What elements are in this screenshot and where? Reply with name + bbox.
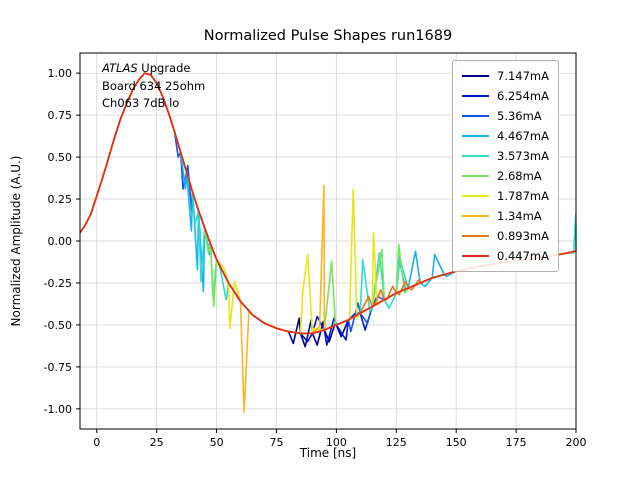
y-tick-label: -0.75 xyxy=(44,361,72,374)
y-tick-label: -0.50 xyxy=(44,319,72,332)
legend-label: 7.147mA xyxy=(497,69,549,83)
x-tick-label: 125 xyxy=(386,436,407,449)
legend-swatch xyxy=(462,155,489,157)
legend-swatch xyxy=(462,215,489,217)
legend-item: 7.147mA xyxy=(462,66,549,86)
legend-label: 4.467mA xyxy=(497,129,549,143)
legend-item: 6.254mA xyxy=(462,86,549,106)
legend-swatch xyxy=(462,95,489,97)
x-tick-label: 175 xyxy=(506,436,527,449)
legend-item: 1.787mA xyxy=(462,186,549,206)
legend-label: 2.68mA xyxy=(497,169,542,183)
legend-label: 3.573mA xyxy=(497,149,549,163)
annotation-line-3: Ch063 7dB lo xyxy=(102,96,180,110)
annotation-atlas: ATLAS xyxy=(102,61,138,75)
x-axis-label: Time [ns] xyxy=(299,446,357,460)
y-tick-label: 0.00 xyxy=(48,235,73,248)
y-tick-label: -1.00 xyxy=(44,403,72,416)
y-tick-label: 0.50 xyxy=(48,151,73,164)
legend-label: 0.893mA xyxy=(497,229,549,243)
legend-swatch xyxy=(462,115,489,117)
legend-swatch xyxy=(462,195,489,197)
y-tick-label: 0.25 xyxy=(48,193,73,206)
legend-swatch xyxy=(462,135,489,137)
y-tick-label: 1.00 xyxy=(48,67,73,80)
legend-swatch xyxy=(462,75,489,77)
legend-label: 6.254mA xyxy=(497,89,549,103)
y-axis-label: Normalized Amplitude (A.U.) xyxy=(9,155,23,327)
x-tick-label: 25 xyxy=(150,436,164,449)
annotation-upgrade: Upgrade xyxy=(137,61,191,75)
legend-item: 1.34mA xyxy=(462,206,549,226)
legend-item: 0.893mA xyxy=(462,226,549,246)
legend-item: 3.573mA xyxy=(462,146,549,166)
legend-item: 4.467mA xyxy=(462,126,549,146)
legend-item: 2.68mA xyxy=(462,166,549,186)
legend: 7.147mA 6.254mA 5.36mA 4.467mA 3.573mA 2.68mA… xyxy=(452,60,559,272)
x-tick-label: 100 xyxy=(326,436,347,449)
legend-swatch xyxy=(462,235,489,237)
legend-label: 5.36mA xyxy=(497,109,542,123)
x-tick-label: 200 xyxy=(566,436,587,449)
y-tick-label: 0.75 xyxy=(48,109,73,122)
y-tick-label: -0.25 xyxy=(44,277,72,290)
annotation: ATLAS Upgrade Board 634 25ohm Ch063 7dB … xyxy=(102,60,205,113)
legend-swatch xyxy=(462,255,489,257)
x-tick-label: 75 xyxy=(269,436,283,449)
annotation-line-1: ATLAS Upgrade xyxy=(102,60,205,78)
x-tick-label: 0 xyxy=(93,436,100,449)
x-tick-label: 150 xyxy=(446,436,467,449)
x-tick-label: 50 xyxy=(210,436,224,449)
legend-item: 5.36mA xyxy=(462,106,549,126)
legend-item: 0.447mA xyxy=(462,246,549,266)
legend-label: 1.34mA xyxy=(497,209,542,223)
chart-title: Normalized Pulse Shapes run1689 xyxy=(203,28,453,44)
legend-label: 0.447mA xyxy=(497,249,549,263)
legend-label: 1.787mA xyxy=(497,189,549,203)
legend-swatch xyxy=(462,175,489,177)
annotation-line-2: Board 634 25ohm xyxy=(102,78,206,93)
